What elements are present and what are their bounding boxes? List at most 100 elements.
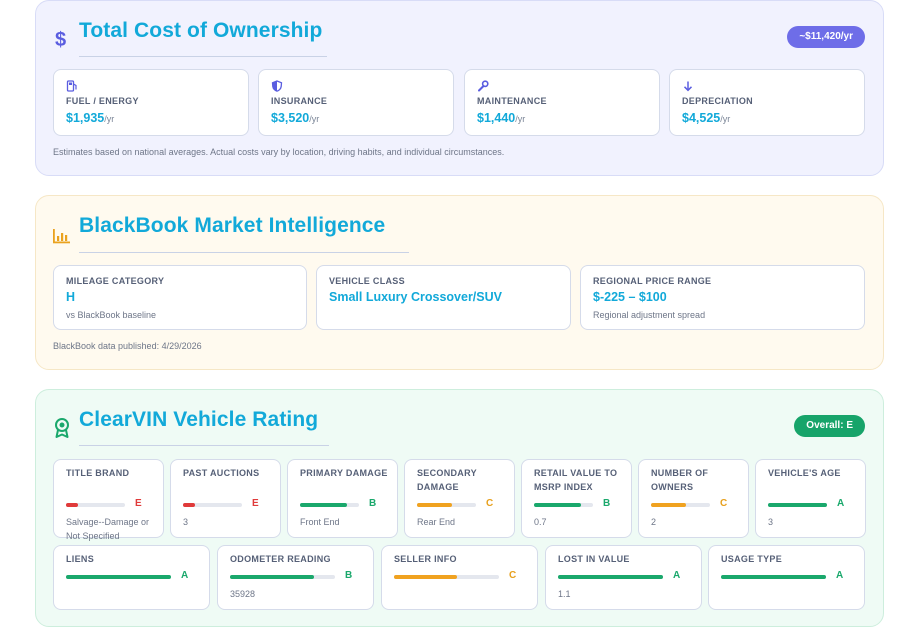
rating-bar-fill (183, 503, 195, 507)
rating-item: SECONDARY DAMAGE C Rear End (404, 459, 515, 538)
rating-grade: C (486, 498, 494, 509)
rating-item-label: PRIMARY DAMAGE (300, 468, 388, 478)
title-divider (79, 252, 409, 253)
overall-rating-badge: Overall: E (794, 415, 865, 437)
tco-item-unit: /yr (720, 114, 731, 124)
tco-item-amount: $1,935 (66, 111, 105, 125)
rating-item-detail: Salvage--Damage or Not Specified (66, 517, 150, 541)
rating-bar-fill (651, 503, 686, 507)
rating-item: NUMBER OF OWNERS C 2 (638, 459, 749, 538)
tco-item-value: $4,525/yr (682, 111, 730, 125)
rating-bar-fill (534, 503, 581, 507)
tco-item-value: $1,440/yr (477, 111, 525, 125)
rating-item: TITLE BRAND E Salvage--Damage or Not Speci… (53, 459, 164, 541)
tco-item: MAINTENANCE $1,440/yr (464, 69, 660, 136)
rating-item-label: PAST AUCTIONS (183, 468, 260, 478)
blackbook-item-label: VEHICLE CLASS (329, 276, 405, 286)
rating-grade: A (836, 570, 844, 581)
rating-item: VEHICLE'S AGE A 3 (755, 459, 866, 538)
rating-bar-fill (394, 575, 457, 579)
rating-grade: A (181, 570, 189, 581)
dollar-icon: $ (55, 29, 66, 49)
svg-text:$: $ (55, 29, 66, 49)
rating-item-detail: 2 (651, 517, 657, 527)
rating-item: LIENS A (53, 545, 210, 610)
rating-grade: C (720, 498, 728, 509)
rating-bar-track (66, 575, 171, 579)
blackbook-item: VEHICLE CLASS Small Luxury Crossover/SUV (316, 265, 571, 330)
tco-item-label: INSURANCE (271, 96, 328, 106)
tco-item-amount: $3,520 (271, 111, 310, 125)
rating-bar-fill (768, 503, 827, 507)
blackbook-item-value: H (66, 290, 76, 304)
rating-grade: E (135, 498, 142, 509)
wrench-icon (477, 79, 489, 92)
tco-card: $ Total Cost of Ownership ~$11,420/yr FU… (35, 0, 884, 176)
rating-bar-track (300, 503, 359, 507)
tco-item-unit: /yr (104, 114, 115, 124)
blackbook-card: BlackBook Market Intelligence MILEAGE CA… (35, 195, 884, 370)
bar-chart-icon (53, 229, 70, 244)
rating-bar-fill (417, 503, 452, 507)
blackbook-item-value: $-225 – $100 (593, 290, 667, 304)
rating-bar-track (394, 575, 499, 579)
tco-item-amount: $1,440 (477, 111, 516, 125)
rating-grade: B (603, 498, 611, 509)
rating-item-label: LOST IN VALUE (558, 554, 630, 564)
rating-item-detail: 1.1 (558, 589, 571, 599)
arrow-down-icon (682, 79, 694, 92)
rating-bar-fill (300, 503, 347, 507)
rating-grade: A (673, 570, 681, 581)
rating-bar-fill (66, 575, 171, 579)
rating-item-label: VEHICLE'S AGE (768, 468, 841, 478)
tco-item-unit: /yr (515, 114, 526, 124)
award-ribbon-icon (55, 418, 69, 438)
rating-item: SELLER INFO C (381, 545, 538, 610)
rating-bar-track (651, 503, 710, 507)
fuel-pump-icon (66, 79, 78, 92)
rating-item-label: SELLER INFO (394, 554, 457, 564)
rating-item-label: RETAIL VALUE TO MSRP INDEX (534, 468, 618, 492)
tco-item: INSURANCE $3,520/yr (258, 69, 454, 136)
rating-grade: B (369, 498, 377, 509)
rating-item-label: USAGE TYPE (721, 554, 783, 564)
blackbook-published-date: BlackBook data published: 4/29/2026 (53, 341, 202, 351)
title-divider (79, 56, 327, 57)
tco-item: FUEL / ENERGY $1,935/yr (53, 69, 249, 136)
rating-item-detail: 3 (768, 517, 774, 527)
tco-item-amount: $4,525 (682, 111, 721, 125)
rating-item-label: NUMBER OF OWNERS (651, 468, 709, 492)
tco-item-unit: /yr (309, 114, 320, 124)
clearvin-title: ClearVIN Vehicle Rating (79, 408, 319, 431)
blackbook-item-label: MILEAGE CATEGORY (66, 276, 165, 286)
tco-disclaimer: Estimates based on national averages. Ac… (53, 147, 505, 157)
tco-item-label: MAINTENANCE (477, 96, 547, 106)
rating-item: ODOMETER READING B 35928 (217, 545, 374, 610)
rating-bar-fill (721, 575, 826, 579)
rating-item-label: SECONDARY DAMAGE (417, 468, 477, 492)
rating-bar-track (183, 503, 242, 507)
rating-grade: A (837, 498, 845, 509)
rating-bar-fill (558, 575, 663, 579)
blackbook-item-value: Small Luxury Crossover/SUV (329, 290, 502, 304)
rating-item: USAGE TYPE A (708, 545, 865, 610)
rating-item: LOST IN VALUE A 1.1 (545, 545, 702, 610)
tco-item-value: $1,935/yr (66, 111, 114, 125)
tco-item-label: DEPRECIATION (682, 96, 753, 106)
tco-total-badge: ~$11,420/yr (787, 26, 865, 48)
rating-bar-fill (66, 503, 78, 507)
rating-item-label: ODOMETER READING (230, 554, 331, 564)
rating-item: RETAIL VALUE TO MSRP INDEX B 0.7 (521, 459, 632, 538)
title-divider (79, 445, 329, 446)
rating-bar-track (230, 575, 335, 579)
blackbook-item-caption: vs BlackBook baseline (66, 310, 157, 320)
blackbook-item-label: REGIONAL PRICE RANGE (593, 276, 712, 286)
rating-grade: E (252, 498, 259, 509)
rating-bar-fill (230, 575, 314, 579)
rating-bar-track (417, 503, 476, 507)
rating-grade: C (509, 570, 517, 581)
clearvin-card: ClearVIN Vehicle Rating Overall: E TITLE… (35, 389, 884, 627)
rating-item-detail: 3 (183, 517, 189, 527)
blackbook-title: BlackBook Market Intelligence (79, 214, 386, 237)
